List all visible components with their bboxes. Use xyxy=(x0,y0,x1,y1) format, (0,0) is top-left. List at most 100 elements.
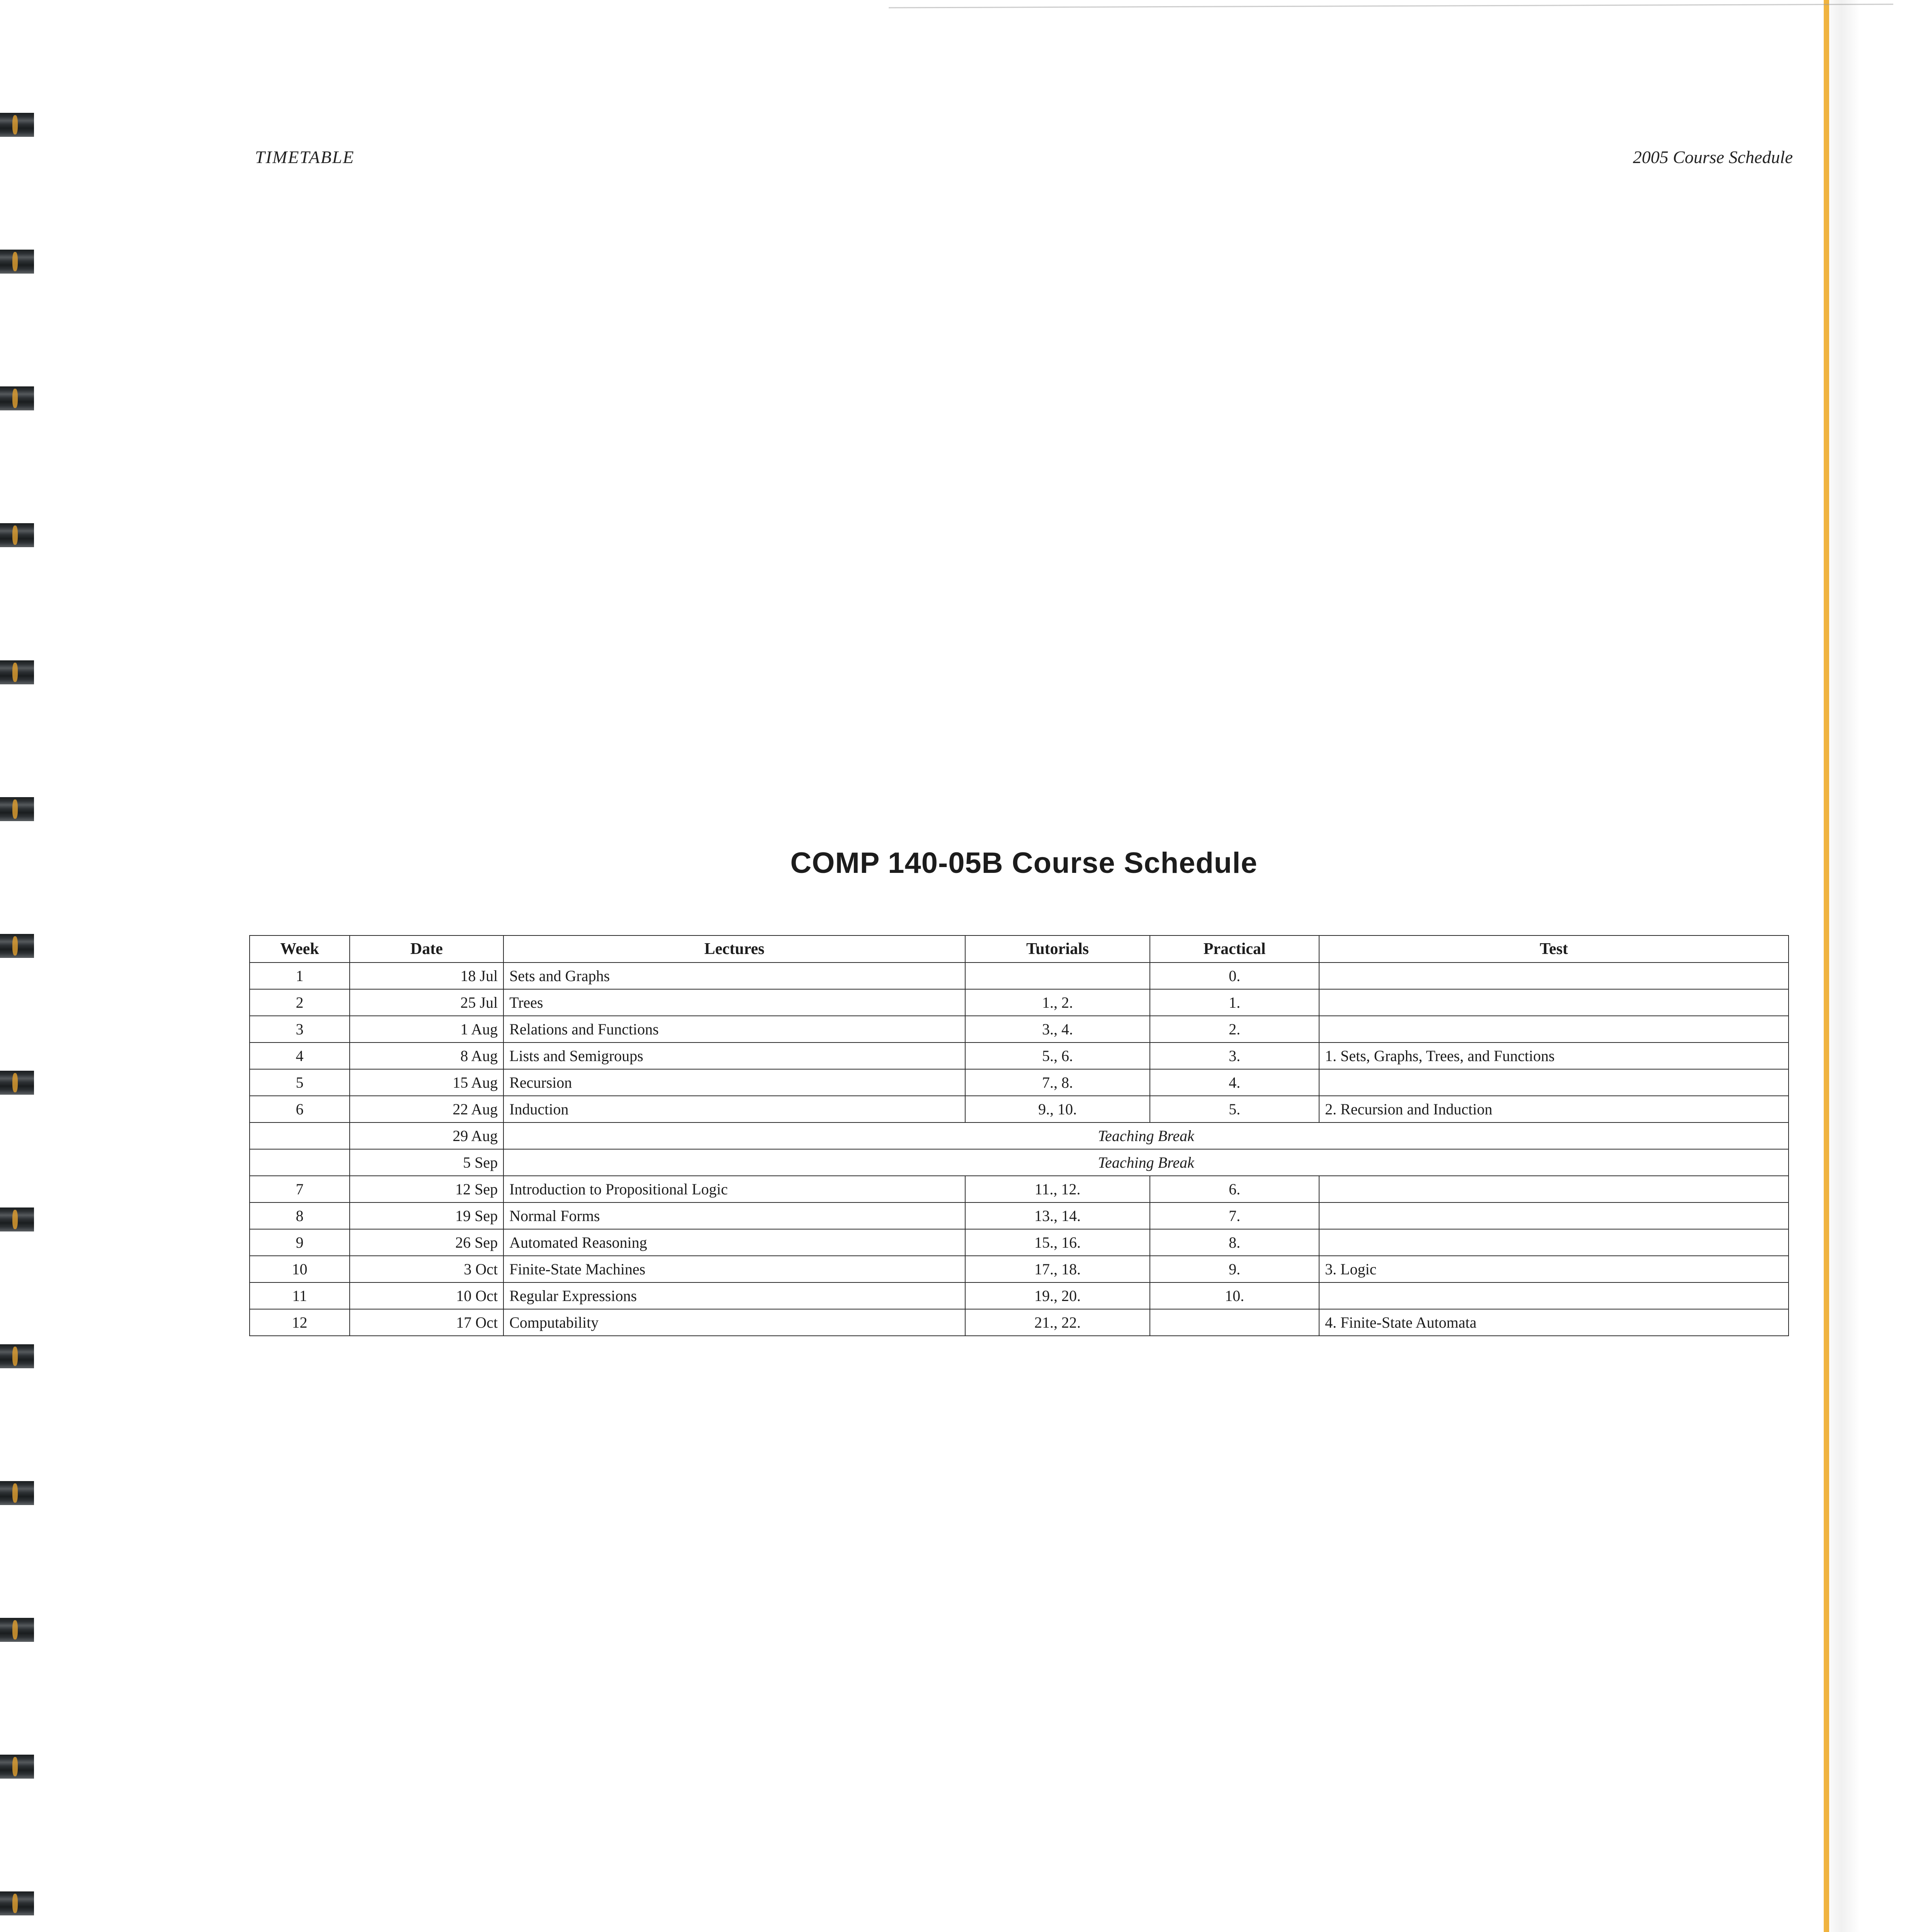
cell-date-10: 19 Sep xyxy=(350,1202,503,1229)
table-row-8: 5 Sep Teaching Break xyxy=(250,1149,1789,1176)
table-row-13: 11 10 Oct Regular Expressions 19., 20. 10. xyxy=(250,1282,1789,1309)
cell-date-13: 10 Oct xyxy=(350,1282,503,1309)
binding-ring-12 xyxy=(0,1618,34,1642)
cell-practical-1: 0. xyxy=(1150,963,1319,989)
cell-test-14: 4. Finite-State Automata xyxy=(1319,1309,1789,1336)
cell-lectures-12: Finite-State Machines xyxy=(503,1256,965,1282)
cell-teaching-break-7: Teaching Break xyxy=(503,1122,1789,1149)
binding-ring-11 xyxy=(0,1481,34,1505)
binding-ring-fleck-1 xyxy=(12,115,18,134)
cell-week-2: 2 xyxy=(250,989,350,1016)
cell-tutorials-5: 7., 8. xyxy=(965,1069,1150,1096)
cell-week-7 xyxy=(250,1122,350,1149)
cell-week-1: 1 xyxy=(250,963,350,989)
binding-ring-fleck-11 xyxy=(12,1483,18,1503)
table-row-9: 7 12 Sep Introduction to Propositional Log… xyxy=(250,1176,1789,1202)
cell-test-10 xyxy=(1319,1202,1789,1229)
header-right-label: 2005 Course Schedule xyxy=(1633,147,1793,167)
table-row-7: 29 Aug Teaching Break xyxy=(250,1122,1789,1149)
table-row-11: 9 26 Sep Automated Reasoning 15., 16. 8. xyxy=(250,1229,1789,1256)
column-header-lectures: Lectures xyxy=(503,935,965,963)
cell-week-9: 7 xyxy=(250,1176,350,1202)
cell-date-8: 5 Sep xyxy=(350,1149,503,1176)
cell-date-7: 29 Aug xyxy=(350,1122,503,1149)
cell-test-9 xyxy=(1319,1176,1789,1202)
cell-test-1 xyxy=(1319,963,1789,989)
page-title: COMP 140-05B Course Schedule xyxy=(255,846,1793,880)
cell-teaching-break-8: Teaching Break xyxy=(503,1149,1789,1176)
cell-practical-2: 1. xyxy=(1150,989,1319,1016)
binding-ring-6 xyxy=(0,797,34,821)
cell-test-3 xyxy=(1319,1016,1789,1043)
cell-date-5: 15 Aug xyxy=(350,1069,503,1096)
binding-ring-3 xyxy=(0,386,34,410)
cell-week-3: 3 xyxy=(250,1016,350,1043)
table-row-1: 1 18 Jul Sets and Graphs 0. xyxy=(250,963,1789,989)
schedule-table-container: Week Date Lectures Tutorials Practical T… xyxy=(249,935,1789,1336)
cell-tutorials-6: 9., 10. xyxy=(965,1096,1150,1122)
binding-ring-10 xyxy=(0,1344,34,1368)
binding-ring-4 xyxy=(0,523,34,547)
cell-practical-12: 9. xyxy=(1150,1256,1319,1282)
cell-practical-11: 8. xyxy=(1150,1229,1319,1256)
page-header: TIMETABLE 2005 Course Schedule xyxy=(255,147,1793,167)
cell-tutorials-10: 13., 14. xyxy=(965,1202,1150,1229)
column-header-date: Date xyxy=(350,935,503,963)
table-row-2: 2 25 Jul Trees 1., 2. 1. xyxy=(250,989,1789,1016)
cell-date-9: 12 Sep xyxy=(350,1176,503,1202)
cell-test-13 xyxy=(1319,1282,1789,1309)
cell-lectures-1: Sets and Graphs xyxy=(503,963,965,989)
table-row-14: 12 17 Oct Computability 21., 22. 4. Finite-S… xyxy=(250,1309,1789,1336)
spiral-binding xyxy=(0,0,35,1932)
cell-practical-13: 10. xyxy=(1150,1282,1319,1309)
cell-lectures-9: Introduction to Propositional Logic xyxy=(503,1176,965,1202)
cell-lectures-3: Relations and Functions xyxy=(503,1016,965,1043)
cell-date-4: 8 Aug xyxy=(350,1043,503,1069)
binding-ring-7 xyxy=(0,934,34,958)
cell-week-6: 6 xyxy=(250,1096,350,1122)
cell-lectures-4: Lists and Semigroups xyxy=(503,1043,965,1069)
cell-tutorials-4: 5., 6. xyxy=(965,1043,1150,1069)
cell-week-10: 8 xyxy=(250,1202,350,1229)
table-row-12: 10 3 Oct Finite-State Machines 17., 18. 9. 3.… xyxy=(250,1256,1789,1282)
cell-week-5: 5 xyxy=(250,1069,350,1096)
binding-ring-5 xyxy=(0,660,34,684)
binding-ring-8 xyxy=(0,1071,34,1095)
cell-practical-5: 4. xyxy=(1150,1069,1319,1096)
binding-ring-9 xyxy=(0,1208,34,1231)
cell-practical-9: 6. xyxy=(1150,1176,1319,1202)
binding-ring-fleck-10 xyxy=(12,1347,18,1366)
table-row-4: 48 Aug Lists and Semigroups 5., 6. 3. 1. Set… xyxy=(250,1043,1789,1069)
cell-test-6: 2. Recursion and Induction xyxy=(1319,1096,1789,1122)
binding-ring-1 xyxy=(0,113,34,137)
cell-date-2: 25 Jul xyxy=(350,989,503,1016)
table-row-5: 5 15 Aug Recursion 7., 8. 4. xyxy=(250,1069,1789,1096)
cell-date-14: 17 Oct xyxy=(350,1309,503,1336)
binding-ring-13 xyxy=(0,1755,34,1779)
cell-lectures-2: Trees xyxy=(503,989,965,1016)
cell-practical-4: 3. xyxy=(1150,1043,1319,1069)
cell-practical-10: 7. xyxy=(1150,1202,1319,1229)
column-header-week: Week xyxy=(250,935,350,963)
binding-ring-fleck-8 xyxy=(12,1073,18,1092)
binding-ring-14 xyxy=(0,1891,34,1915)
cell-week-8 xyxy=(250,1149,350,1176)
cell-date-12: 3 Oct xyxy=(350,1256,503,1282)
binding-ring-fleck-13 xyxy=(12,1757,18,1776)
cell-test-2 xyxy=(1319,989,1789,1016)
cell-lectures-5: Recursion xyxy=(503,1069,965,1096)
binding-ring-fleck-4 xyxy=(12,526,18,545)
column-header-test: Test xyxy=(1319,935,1789,963)
binding-ring-fleck-3 xyxy=(12,389,18,408)
cell-lectures-6: Induction xyxy=(503,1096,965,1122)
cell-practical-3: 2. xyxy=(1150,1016,1319,1043)
cell-tutorials-2: 1., 2. xyxy=(965,989,1150,1016)
cell-tutorials-11: 15., 16. xyxy=(965,1229,1150,1256)
header-left-label: TIMETABLE xyxy=(255,147,354,167)
cell-practical-6: 5. xyxy=(1150,1096,1319,1122)
binding-ring-fleck-7 xyxy=(12,936,18,956)
cell-lectures-13: Regular Expressions xyxy=(503,1282,965,1309)
binding-ring-2 xyxy=(0,250,34,274)
binding-ring-fleck-14 xyxy=(12,1894,18,1913)
